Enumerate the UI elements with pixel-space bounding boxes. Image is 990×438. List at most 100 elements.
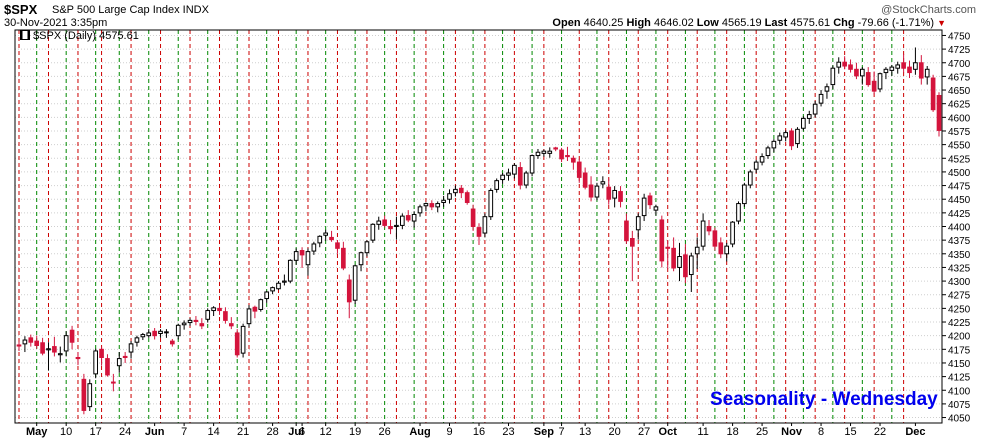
last-label: Last: [764, 17, 788, 29]
candle-body: [57, 353, 63, 356]
candle-body: [801, 117, 806, 129]
candle-body: [901, 62, 906, 69]
candle-body: [895, 64, 901, 69]
high-label: High: [626, 17, 651, 29]
candle-body: [453, 188, 458, 194]
candle-body: [394, 224, 399, 228]
x-tick-label: Jul: [288, 426, 304, 438]
candle-body: [924, 68, 930, 78]
candle-body: [317, 235, 323, 244]
chg-label: Chg: [833, 17, 855, 29]
x-tick-label: Jun: [145, 426, 165, 438]
x-tick-label: 7: [181, 426, 187, 438]
y-tick-label: 4325: [948, 263, 971, 274]
ohlc-readout: Open 4640.25 High 4646.02 Low 4565.19 La…: [552, 17, 946, 29]
x-tick-label: 16: [473, 426, 485, 438]
candle-body: [293, 251, 299, 261]
x-tick-label: 19: [349, 426, 361, 438]
y-tick-label: 4575: [948, 127, 971, 138]
x-tick-label: 17: [90, 426, 102, 438]
candle-body: [588, 184, 594, 198]
candle-body: [818, 93, 824, 104]
x-tick-label: 6: [299, 426, 305, 438]
candle-body: [164, 331, 169, 334]
candle-body: [753, 161, 759, 170]
candle-body: [759, 156, 765, 163]
candle-body: [370, 223, 376, 241]
candle-body: [417, 206, 423, 214]
candle-body: [765, 147, 771, 157]
candle-body: [134, 337, 140, 343]
candle-body: [93, 350, 98, 375]
candle-body: [228, 323, 234, 327]
open-value: 4640.25: [583, 17, 624, 29]
candle-body: [535, 151, 541, 157]
stockcharts-credit: @StockCharts.com: [881, 4, 976, 16]
candle-body: [193, 319, 199, 322]
candle-body: [647, 195, 653, 206]
x-tick-label: 15: [844, 426, 856, 438]
y-tick-label: 4300: [948, 277, 971, 288]
candle-body: [488, 189, 494, 218]
candle-body: [335, 242, 340, 249]
candle-body: [205, 310, 211, 320]
candle-body: [329, 236, 334, 241]
candle-body: [842, 61, 847, 67]
candle-body: [75, 357, 81, 360]
candle-body: [541, 150, 547, 154]
candle-body: [830, 67, 836, 86]
candle-body: [506, 172, 511, 176]
candle-body: [565, 155, 570, 158]
candle-body: [364, 241, 370, 254]
y-tick-label: 4750: [948, 31, 971, 42]
candle-body: [582, 172, 588, 188]
x-tick-label: 18: [726, 426, 738, 438]
candle-body: [936, 95, 942, 131]
last-value: 4575.61: [790, 17, 831, 29]
candle-body: [706, 226, 712, 232]
candle-body: [287, 259, 293, 282]
y-tick-label: 4200: [948, 332, 971, 343]
x-tick-label: 21: [237, 426, 249, 438]
y-tick-label: 4500: [948, 168, 971, 179]
candle-body: [659, 219, 665, 262]
candle-body: [69, 329, 75, 343]
candle-body: [500, 174, 505, 181]
y-tick-label: 4425: [948, 209, 971, 220]
candle-body: [612, 189, 617, 199]
candle-body: [547, 150, 553, 154]
seasonality-annotation: Seasonality - Wednesday: [710, 389, 938, 410]
x-tick-label: 13: [579, 426, 591, 438]
candle-body: [22, 339, 28, 345]
candle-body: [724, 245, 730, 255]
x-tick-label: May: [26, 426, 48, 438]
candle-body: [742, 184, 747, 205]
candle-body: [411, 213, 417, 222]
candle-body: [848, 64, 853, 70]
candle-body: [217, 307, 222, 312]
candle-body: [700, 220, 706, 247]
y-tick-label: 4075: [948, 400, 971, 411]
y-tick-label: 4175: [948, 345, 971, 356]
candle-body: [435, 203, 441, 208]
x-tick-label: Nov: [781, 426, 803, 438]
open-label: Open: [552, 17, 581, 29]
legend-candle-icon: [20, 30, 30, 40]
y-tick-label: 4600: [948, 113, 971, 124]
candle-body: [635, 216, 641, 231]
candle-body: [930, 77, 936, 111]
symbol-label: $SPX: [4, 2, 38, 17]
candle-body: [276, 282, 281, 290]
x-tick-label: Aug: [409, 426, 430, 438]
candle-body: [836, 61, 842, 68]
candle-body: [860, 68, 865, 77]
candle-body: [246, 308, 252, 325]
candle-body: [223, 311, 228, 321]
candle-body: [718, 242, 724, 255]
y-tick-label: 4475: [948, 182, 971, 193]
y-tick-label: 4050: [948, 414, 971, 425]
candle-body: [470, 208, 476, 228]
candle-body: [730, 221, 735, 245]
y-tick-label: 4450: [948, 195, 971, 206]
high-value: 4646.02: [653, 17, 694, 29]
